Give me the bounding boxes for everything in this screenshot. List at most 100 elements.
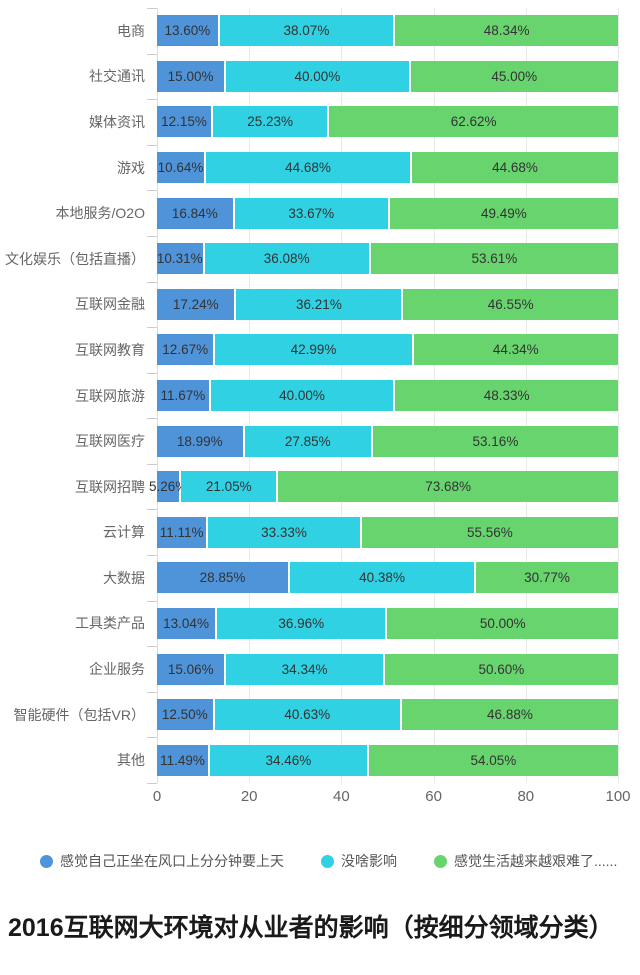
legend-item: 感觉生活越来越艰难了...... — [434, 851, 617, 871]
y-axis-tick — [147, 53, 157, 55]
bar-segment: 53.16% — [372, 425, 618, 457]
bar-segment: 50.60% — [384, 653, 618, 685]
bar-segment: 62.62% — [329, 106, 618, 138]
category-label: 文化娱乐（包括直播） — [5, 250, 145, 267]
stacked-bar: 5.26% 21.05% 73.68% — [149, 471, 618, 503]
chart-row: 社交通讯 15.00% 40.00% 45.00% — [0, 54, 618, 100]
legend-item: 感觉自己正坐在风口上分分钟要上天 — [40, 851, 284, 871]
y-axis-tick — [147, 646, 157, 648]
stacked-bar: 11.67% 40.00% 48.33% — [157, 380, 618, 412]
bar-segment: 40.00% — [226, 60, 411, 92]
chart-row: 文化娱乐（包括直播） 10.31% 36.08% 53.61% — [0, 236, 618, 282]
legend-dot-icon — [434, 854, 447, 868]
bar-segment: 44.68% — [412, 152, 618, 184]
bar-segment: 34.46% — [209, 744, 369, 776]
chart-row: 媒体资讯 12.15% 25.23% 62.62% — [0, 99, 618, 145]
category-label: 大数据 — [103, 569, 145, 586]
y-axis-tick — [147, 144, 157, 146]
category-label: 互联网招聘 — [75, 478, 145, 495]
legend-label: 感觉自己正坐在风口上分分钟要上天 — [60, 853, 284, 869]
bar-segment: 48.34% — [395, 15, 618, 47]
bar-segment: 33.33% — [208, 516, 362, 548]
chart-row: 工具类产品 13.04% 36.96% 50.00% — [0, 601, 618, 647]
bar-segment: 73.68% — [278, 471, 618, 503]
bar-segment: 11.49% — [157, 744, 210, 776]
chart-row: 游戏 10.64% 44.68% 44.68% — [0, 145, 618, 191]
chart-row: 云计算 11.11% 33.33% 55.56% — [0, 510, 618, 556]
chart-row: 本地服务/O2O 16.84% 33.67% 49.49% — [0, 190, 618, 236]
chart-row: 互联网旅游 11.67% 40.00% 48.33% — [0, 373, 618, 419]
legend-dot-icon — [321, 854, 334, 868]
bar-segment: 10.64% — [157, 152, 207, 184]
category-label: 其他 — [117, 752, 145, 769]
bar-segment: 11.67% — [157, 380, 211, 412]
bar-segment: 10.31% — [157, 243, 205, 275]
stacked-bar: 28.85% 40.38% 30.77% — [157, 562, 618, 594]
legend-label: 没啥影响 — [341, 853, 397, 869]
x-axis-tick-label: 0 — [152, 788, 162, 805]
bar-segment: 5.26% — [149, 471, 187, 503]
y-axis-tick — [147, 555, 157, 557]
bar-segment: 36.96% — [217, 608, 388, 640]
bar-segment: 36.21% — [236, 288, 404, 320]
y-axis-tick — [147, 418, 157, 420]
x-axis-tick-label: 20 — [240, 788, 258, 805]
chart-rows: 电商 13.60% 38.07% 48.34% 社交通讯 15.00% 40.00% 45.0… — [0, 8, 618, 783]
category-label: 游戏 — [117, 159, 145, 176]
bar-segment: 17.24% — [157, 288, 237, 320]
category-label: 互联网金融 — [75, 296, 145, 313]
x-axis-tick-label: 100 — [605, 788, 631, 805]
bar-segment: 34.34% — [226, 653, 385, 685]
category-label: 云计算 — [103, 524, 145, 541]
y-axis-tick — [147, 691, 157, 693]
stacked-bar: 16.84% 33.67% 49.49% — [157, 197, 618, 229]
bar-segment: 13.60% — [157, 15, 220, 47]
bar-segment: 16.84% — [157, 197, 235, 229]
bar-segment: 53.61% — [370, 243, 618, 275]
legend-item: 没啥影响 — [321, 851, 397, 871]
bar-segment: 40.63% — [214, 699, 402, 731]
category-label: 电商 — [117, 22, 145, 39]
bar-segment: 40.38% — [289, 562, 477, 594]
chart-title: 2016互联网大环境对从业者的影响（按细分领域分类） — [8, 914, 614, 942]
category-label: 智能硬件（包括VR） — [13, 706, 145, 723]
stacked-bar: 10.64% 44.68% 44.68% — [157, 152, 618, 184]
bar-segment: 46.55% — [403, 288, 618, 320]
stacked-bar: 15.06% 34.34% 50.60% — [157, 653, 618, 685]
stacked-bar: 13.60% 38.07% 48.34% — [157, 15, 618, 47]
y-axis-tick — [147, 235, 157, 237]
stacked-bar: 11.49% 34.46% 54.05% — [157, 744, 618, 776]
x-axis-tick-label: 80 — [517, 788, 535, 805]
chart-row: 其他 11.49% 34.46% 54.05% — [0, 738, 618, 784]
bar-segment: 42.99% — [215, 334, 414, 366]
bar-segment: 54.05% — [368, 744, 618, 776]
y-axis-tick — [147, 190, 157, 192]
x-axis: 0 20 40 60 80 100 — [153, 788, 631, 808]
category-label: 互联网医疗 — [75, 433, 145, 450]
stacked-bar: 17.24% 36.21% 46.55% — [157, 288, 618, 320]
bar-segment: 38.07% — [219, 15, 396, 47]
y-axis-tick — [147, 8, 157, 9]
category-label: 工具类产品 — [75, 615, 145, 632]
y-axis-tick — [147, 463, 157, 465]
category-label: 媒体资讯 — [89, 113, 145, 130]
bar-segment: 13.04% — [157, 608, 218, 640]
chart-row: 互联网教育 12.67% 42.99% 44.34% — [0, 327, 618, 373]
y-axis-tick — [147, 783, 157, 784]
y-axis-tick — [147, 509, 157, 511]
bar-segment: 11.11% — [157, 516, 209, 548]
bar-segment: 46.88% — [401, 699, 618, 731]
legend-label: 感觉生活越来越艰难了...... — [454, 853, 618, 869]
stacked-bar: 11.11% 33.33% 55.56% — [157, 516, 618, 548]
bar-segment: 18.99% — [157, 425, 245, 457]
bar-segment: 21.05% — [181, 471, 279, 503]
chart-row: 互联网金融 17.24% 36.21% 46.55% — [0, 282, 618, 328]
category-label: 互联网旅游 — [75, 387, 145, 404]
bar-segment: 45.00% — [410, 60, 618, 92]
stacked-bar: 10.31% 36.08% 53.61% — [157, 243, 618, 275]
stacked-bar: 12.15% 25.23% 62.62% — [157, 106, 618, 138]
x-axis-tick-label: 40 — [333, 788, 350, 805]
stacked-bar: 12.67% 42.99% 44.34% — [157, 334, 618, 366]
bar-segment: 30.77% — [476, 562, 618, 594]
